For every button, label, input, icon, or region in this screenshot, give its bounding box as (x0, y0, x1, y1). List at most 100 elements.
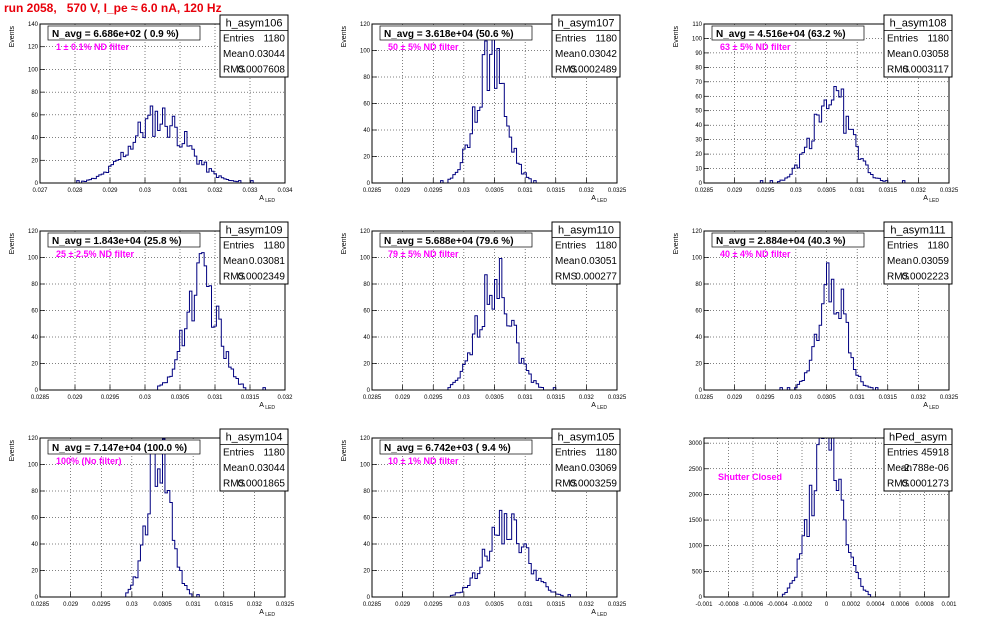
x-axis-label-sub: LED (264, 405, 276, 411)
x-tick-label: 0 (825, 602, 829, 608)
y-tick-label: 0 (699, 388, 703, 394)
avg-label: N_avg = 4.516e+04 (63.2 %) (716, 29, 846, 40)
avg-label: N_avg = 3.618e+04 (50.6 %) (384, 29, 514, 40)
stats-label: Entries (223, 34, 254, 45)
stats-value: 0.0002489 (570, 65, 618, 76)
y-tick-label: 20 (695, 362, 702, 368)
y-tick-label: 80 (363, 489, 370, 495)
x-tick-label: -0.0006 (743, 602, 764, 608)
x-tick-label: 0.0325 (940, 188, 959, 194)
x-tick-label: 0.029 (395, 395, 411, 401)
x-tick-label: -0.001 (695, 602, 713, 608)
stats-label: Entries (555, 241, 586, 252)
stats-label: RMS (887, 272, 910, 283)
stats-box: h_asym108 Entries 1180 Mean 0.03058RMS0.0003… (883, 14, 953, 78)
y-tick-label: 50 (695, 109, 702, 115)
y-tick-label: 120 (692, 229, 703, 235)
x-axis-label-sub: LED (596, 405, 608, 411)
y-tick-label: 2500 (689, 467, 703, 473)
stats-box-frame (551, 428, 621, 492)
stats-label: Mean (555, 463, 580, 474)
stats-value: -2.788e-06 (901, 463, 950, 474)
x-tick-label: 0.029 (67, 395, 83, 401)
stats-box: h_asym111 Entries 1180 Mean 0.03059RMS0.0002… (883, 221, 953, 285)
x-tick-label: 0.0315 (547, 395, 566, 401)
x-axis-label: A LED (591, 402, 607, 411)
y-axis-label: Events (341, 26, 348, 48)
avg-label: N_avg = 6.742e+03 ( 9.4 %) (384, 443, 511, 454)
stats-value: 0.0003259 (570, 479, 618, 490)
y-tick-label: 40 (31, 335, 38, 341)
avg-label: N_avg = 6.686e+02 ( 0.9 %) (52, 29, 179, 40)
stats-value: 0.0003117 (902, 65, 949, 76)
stats-value: 1180 (595, 34, 617, 45)
stats-label: Mean (887, 463, 912, 474)
x-tick-label: 0.001 (941, 602, 957, 608)
y-tick-label: 40 (363, 542, 370, 548)
histogram-panel: 0.027 0.028 0.029 0.03 0.031 0.032 0.033 0.034 0… (0, 0, 332, 207)
filter-label: 50 ± 5% ND filter (388, 42, 459, 52)
avg-label: N_avg = 2.884e+04 (40.3 %) (716, 236, 846, 247)
y-tick-label: 80 (31, 282, 38, 288)
stats-box: h_asym104 Entries 1180 Mean 0.03044RMS0.0001… (219, 428, 289, 492)
stats-label: RMS (555, 272, 578, 283)
stats-label: RMS (223, 479, 246, 490)
stats-box: h_asym109 Entries 1180 Mean 0.03081RMS0.0002… (219, 221, 289, 285)
avg-label-box (711, 25, 865, 41)
stats-value: 1180 (927, 241, 949, 252)
x-tick-label: 0.0285 (363, 395, 382, 401)
x-tick-label: 0.0325 (940, 395, 959, 401)
y-tick-label: 100 (28, 463, 39, 469)
x-tick-label: 0.0008 (915, 602, 934, 608)
stats-value: 45918 (921, 448, 949, 459)
stats-value: 0.03081 (249, 256, 286, 267)
y-tick-label: 80 (363, 75, 370, 81)
histogram-panel: -0.001 -0.0008 -0.0006 -0.0004 -0.0002 0 0.000… (664, 414, 996, 621)
stats-label: RMS (223, 65, 246, 76)
y-tick-label: 140 (28, 22, 39, 28)
x-tick-label: 0.031 (518, 188, 534, 194)
stats-box-frame (883, 14, 953, 78)
stats-value: 0.03044 (249, 463, 286, 474)
stats-label: Mean (555, 256, 580, 267)
histogram-series (40, 105, 285, 184)
x-tick-label: 0.031 (207, 395, 223, 401)
stats-label: RMS (555, 65, 578, 76)
x-axis-label: A LED (923, 195, 939, 204)
x-tick-label: 0.029 (63, 602, 79, 608)
y-tick-label: 40 (695, 123, 702, 129)
x-tick-label: 0.027 (32, 188, 48, 194)
x-tick-label: 0.0285 (363, 188, 382, 194)
y-tick-label: 80 (31, 489, 38, 495)
histogram-panel: 0.0285 0.029 0.0295 0.03 0.0305 0.031 0.0315 0.… (664, 0, 996, 207)
x-tick-label: 0.0295 (424, 188, 443, 194)
y-tick-label: 60 (695, 94, 702, 100)
x-tick-label: 0.0305 (153, 602, 172, 608)
histogram-svg: 0.0285 0.029 0.0295 0.03 0.0305 0.031 0.0315 0.… (9, 428, 295, 618)
x-axis-label: A LED (259, 195, 275, 204)
y-tick-label: 80 (695, 65, 702, 71)
filter-label: Shutter Closed (718, 472, 782, 482)
y-tick-label: 10 (695, 167, 702, 173)
stats-box: h_asym107 Entries 1180 Mean 0.03042RMS0.0002… (551, 14, 621, 78)
stats-value: 0.03069 (581, 463, 618, 474)
avg-label-box (47, 232, 201, 248)
x-tick-label: 0.0285 (695, 188, 714, 194)
histogram-name: h_asym107 (558, 18, 615, 30)
stats-label: Entries (223, 241, 254, 252)
stats-value: 0.0001865 (238, 479, 286, 490)
histogram-svg: 0.0285 0.029 0.0295 0.03 0.0305 0.031 0.0315 0.… (341, 428, 627, 618)
stats-label: Mean (555, 49, 580, 60)
histogram-panel: 0.0285 0.029 0.0295 0.03 0.0305 0.031 0.0315 0.… (0, 207, 332, 414)
y-tick-label: 80 (31, 90, 38, 96)
y-axis-label: Events (9, 233, 16, 255)
x-tick-label: 0.0305 (485, 188, 504, 194)
filter-label: 10 ± 1% ND filter (388, 456, 459, 466)
x-tick-label: 0.0305 (817, 188, 836, 194)
y-axis-label: Events (9, 440, 16, 462)
x-tick-label: 0.029 (395, 602, 411, 608)
x-tick-label: 0.0325 (608, 188, 627, 194)
stats-box-frame (883, 221, 953, 285)
stats-box-frame (883, 428, 953, 492)
histogram-panel: 0.0285 0.029 0.0295 0.03 0.0305 0.031 0.0315 0.… (332, 0, 664, 207)
